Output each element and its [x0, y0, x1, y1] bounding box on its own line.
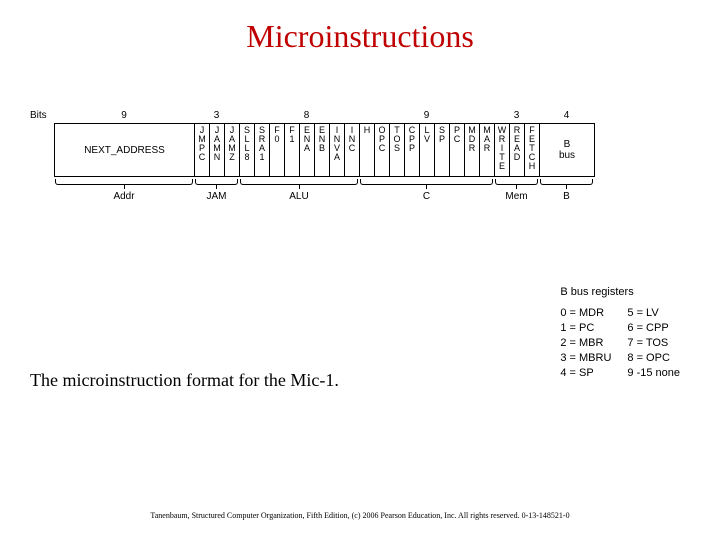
field-vertical: PC [450, 124, 465, 176]
field-vertical: SLL8 [240, 124, 255, 176]
b-bus-entry: 0 = MDR [560, 306, 611, 321]
group-label: JAM [194, 191, 239, 202]
field-vertical: ENB [315, 124, 330, 176]
b-bus-entry: 9 -15 none [627, 366, 680, 381]
group-brace [239, 179, 359, 189]
bits-count: 8 [299, 110, 314, 121]
field-vertical: JAMZ [225, 124, 240, 176]
field-vertical: READ [510, 124, 525, 176]
group-label: Mem [494, 191, 539, 202]
group-brace [494, 179, 539, 189]
bits-count: 3 [209, 110, 224, 121]
field-vertical: F1 [285, 124, 300, 176]
bits-count: 3 [509, 110, 524, 121]
field-vertical: CPP [405, 124, 420, 176]
footer-text: Tanenbaum, Structured Computer Organizat… [30, 511, 690, 520]
field-block: B bus [540, 124, 595, 176]
field-vertical: SRA1 [255, 124, 270, 176]
field-vertical: SP [435, 124, 450, 176]
field-vertical: F0 [270, 124, 285, 176]
b-bus-entry: 1 = PC [560, 321, 611, 336]
field-vertical: WRITE [495, 124, 510, 176]
field-vertical: FETCH [525, 124, 540, 176]
page-title: Microinstructions [0, 0, 720, 55]
bits-label: Bits [30, 110, 54, 121]
field-vertical: MDR [465, 124, 480, 176]
b-bus-entry: 5 = LV [627, 306, 680, 321]
b-bus-entry: 2 = MBR [560, 336, 611, 351]
bits-count: 9 [54, 110, 194, 121]
group-brace [54, 179, 194, 189]
bits-count: 9 [419, 110, 434, 121]
group-label: B [539, 191, 594, 202]
group-label: C [359, 191, 494, 202]
b-bus-entry: 7 = TOS [627, 336, 680, 351]
group-brace [359, 179, 494, 189]
field-vertical: INVA [330, 124, 345, 176]
field-vertical: H [360, 124, 375, 176]
field-vertical: MAR [480, 124, 495, 176]
caption-text: The microinstruction format for the Mic-… [30, 370, 339, 391]
group-label: Addr [54, 191, 194, 202]
b-bus-entry: 3 = MBRU [560, 351, 611, 366]
b-bus-entry: 4 = SP [560, 366, 611, 381]
b-bus-title: B bus registers [560, 285, 680, 300]
b-bus-entry: 6 = CPP [627, 321, 680, 336]
group-brace [539, 179, 594, 189]
field-block: NEXT_ADDRESS [55, 124, 195, 176]
field-vertical: JAMN [210, 124, 225, 176]
field-vertical: ENA [300, 124, 315, 176]
field-vertical: LV [420, 124, 435, 176]
instruction-table: NEXT_ADDRESSJMPCJAMNJAMZSLL8SRA1F0F1ENAE… [54, 123, 595, 177]
field-vertical: JMPC [195, 124, 210, 176]
field-vertical: OPC [375, 124, 390, 176]
group-label: ALU [239, 191, 359, 202]
field-vertical: INC [345, 124, 360, 176]
b-bus-registers: B bus registers 0 = MDR1 = PC2 = MBR3 = … [560, 285, 680, 381]
group-brace [194, 179, 239, 189]
field-vertical: TOS [390, 124, 405, 176]
b-bus-entry: 8 = OPC [627, 351, 680, 366]
microinstruction-diagram: Bits 9 3 8 9 3 4 NEXT_ADDRESSJMPCJAMNJAMZSLL8… [30, 110, 690, 202]
bits-count: 4 [539, 110, 594, 121]
